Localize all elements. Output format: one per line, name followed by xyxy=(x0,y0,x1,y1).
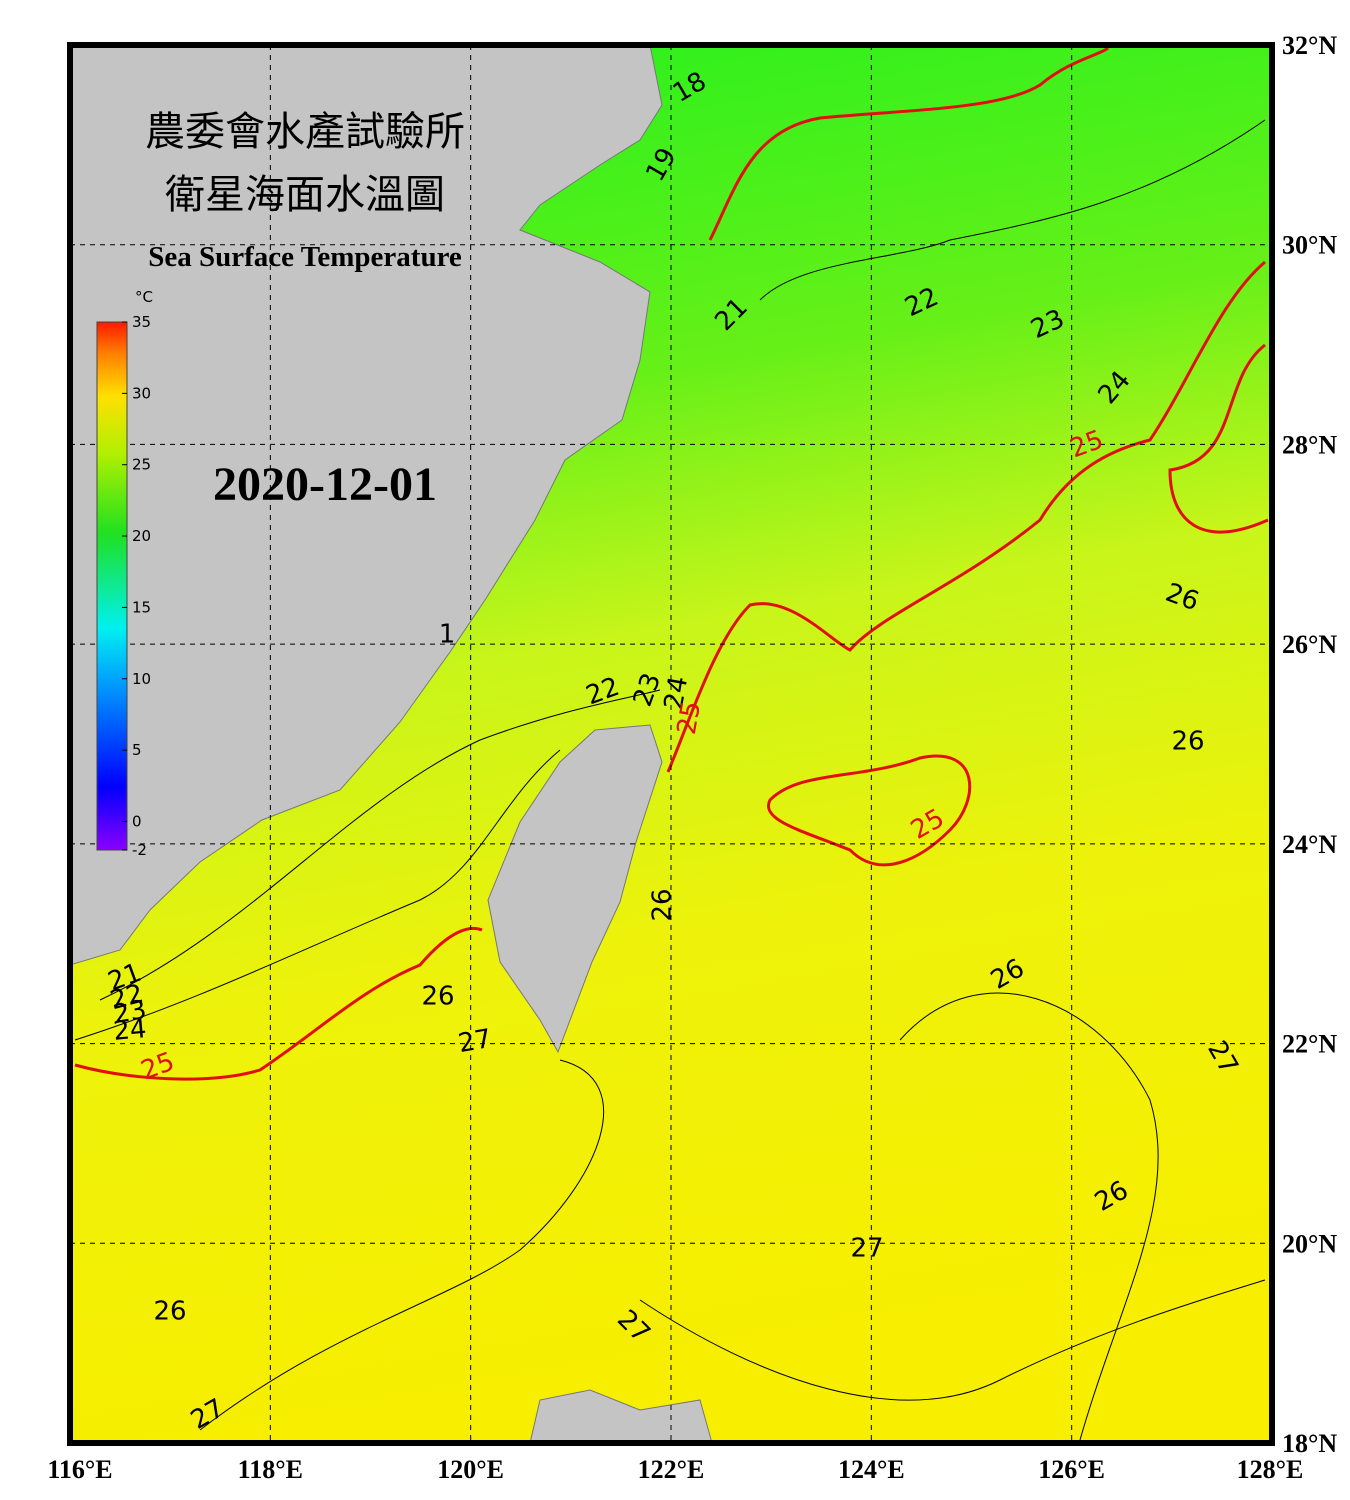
lat-label: 32°N xyxy=(1282,31,1337,60)
lon-label: 122°E xyxy=(638,1455,705,1484)
colorbar-label: 0 xyxy=(132,812,142,830)
colorbar-label: 30 xyxy=(132,384,151,402)
lon-label: 128°E xyxy=(1237,1455,1304,1484)
isotherm-label: 26 xyxy=(1171,727,1204,757)
isotherm-label: 27 xyxy=(850,1234,883,1264)
lat-label: 26°N xyxy=(1282,630,1337,659)
isotherm-label: 25 xyxy=(672,699,707,737)
isotherm-label: 1 xyxy=(439,620,456,650)
colorbar-label: 5 xyxy=(132,741,142,759)
lat-label: 28°N xyxy=(1282,430,1337,459)
frame xyxy=(67,42,1275,1446)
colorbar-label: 35 xyxy=(132,313,151,331)
mainland xyxy=(69,44,663,966)
lat-label: 18°N xyxy=(1282,1429,1337,1458)
colorbar-label: -2 xyxy=(132,841,147,859)
title-zh: 農委會水產試驗所 xyxy=(145,109,465,155)
lat-label: 30°N xyxy=(1282,231,1337,260)
colorbar xyxy=(96,321,128,851)
colorbar-label: 20 xyxy=(132,527,151,545)
isotherms xyxy=(74,119,1266,1441)
lon-label: 120°E xyxy=(437,1455,504,1484)
lon-label: 124°E xyxy=(838,1455,905,1484)
taiwan xyxy=(487,724,663,1054)
isotherm-label: 26 xyxy=(153,1297,186,1327)
lon-label: 116°E xyxy=(47,1455,112,1484)
lat-label: 20°N xyxy=(1282,1229,1337,1258)
isotherm-label: 23 xyxy=(111,995,149,1030)
lon-label: 126°E xyxy=(1038,1455,1105,1484)
lon-label: 118°E xyxy=(238,1455,303,1484)
isotherm-25 xyxy=(74,46,1269,1081)
colorbar-label: 10 xyxy=(132,670,151,688)
lat-label: 24°N xyxy=(1282,830,1337,859)
colorbar-unit: °C xyxy=(135,288,153,306)
colorbar-label: 15 xyxy=(132,598,151,616)
title-zh: 衛星海面水溫圖 xyxy=(165,172,445,218)
lat-label: 22°N xyxy=(1282,1030,1337,1059)
isotherm-label: 24 xyxy=(659,674,694,712)
isotherm-label: 24 xyxy=(112,1014,148,1047)
title-en: Sea Surface Temperature xyxy=(148,241,462,273)
isotherm-label: 27 xyxy=(456,1024,494,1059)
isotherm-label: 26 xyxy=(421,982,454,1012)
colorbar-label: 25 xyxy=(132,456,151,474)
isotherm-label: 26 xyxy=(648,888,678,921)
date: 2020-12-01 xyxy=(213,458,437,511)
